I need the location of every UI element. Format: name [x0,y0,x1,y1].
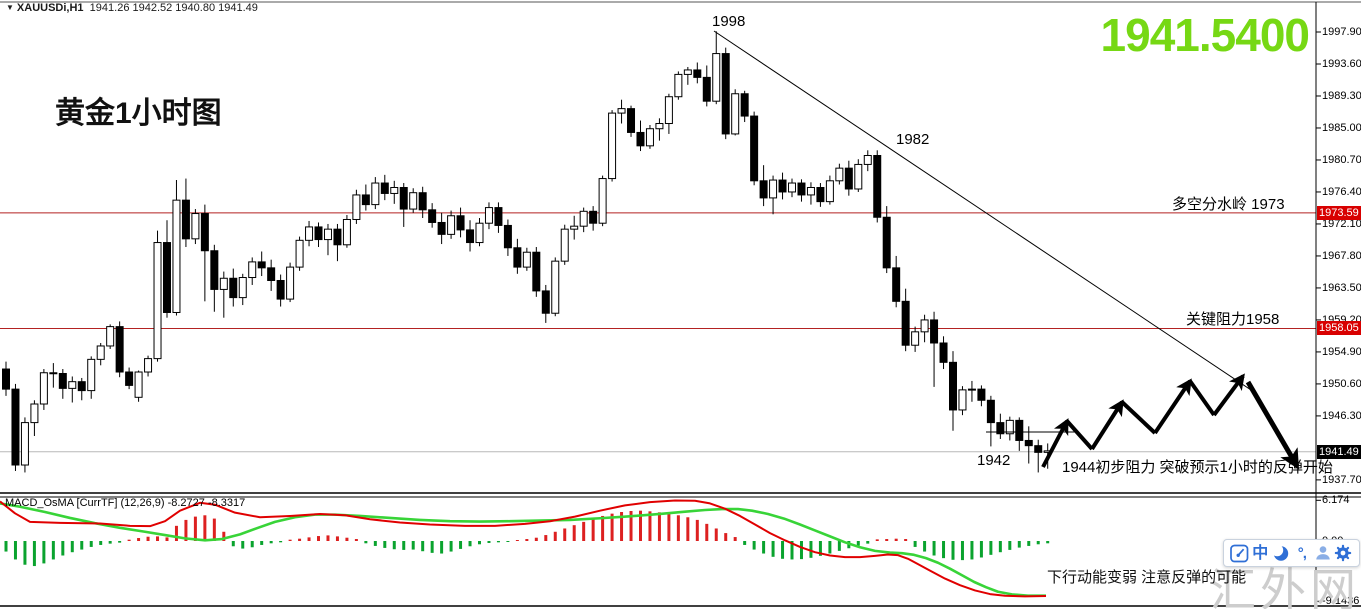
settings-gear-icon[interactable] [1334,544,1353,563]
account-person-icon[interactable] [1313,544,1332,563]
price-axis-label: 1985.00 [1322,121,1361,134]
drawn-objects-group[interactable] [713,30,1300,470]
macd-note-annotation: 下行动能变弱 注意反弹的可能 [1047,569,1247,586]
forecast-arrow [1188,379,1216,417]
forecast-arrow [1090,399,1124,451]
symbol-name: XAUUSDi,H1 [16,2,84,14]
forecast-arrow [1120,400,1157,435]
chart-title: 黄金1小时图 [55,97,222,130]
chart-annotation: 1942 [977,452,1011,469]
forecast-arrow [1153,378,1192,435]
chart-annotation: 1944初步阻力 突破预示1小时的反弹开始 [1062,459,1333,476]
chevron-down-icon[interactable]: ▼ [6,3,14,12]
horizontal-level-lines [0,212,1316,453]
ohlc-values: 1941.26 1942.52 1940.80 1941.49 [89,2,258,14]
chart-annotation: 关键阻力1958 [1186,311,1280,328]
forecast-arrow [1041,418,1069,468]
level-price-tag: 1973.59 [1317,205,1361,220]
price-axis-label: 1954.90 [1322,345,1361,358]
candles-group [2,31,1052,473]
price-axis-label: 1989.30 [1322,89,1361,102]
macd-indicator-group [0,499,1050,598]
chinese-mode-icon[interactable]: 中 [1252,544,1269,562]
macd-scale-label: 6.174 [1322,494,1350,507]
ime-toolbar[interactable]: 中 °, [1223,539,1360,567]
level-price-tag: 1958.05 [1317,321,1361,336]
chart-annotation: 1982 [896,131,930,148]
chart-annotation: 1998 [712,13,746,30]
price-axis-label: 1967.80 [1322,249,1361,262]
punctuation-mode-icon[interactable]: °, [1297,544,1307,562]
price-axis-label: 1946.30 [1322,409,1361,422]
current-price-display: 1941.5400 [1100,9,1310,61]
forecast-arrow [1212,373,1245,417]
price-axis-label: 1937.70 [1322,473,1361,486]
price-axis-label: 1980.70 [1322,153,1361,166]
price-axis-label: 1976.40 [1322,185,1361,198]
forecast-arrow-down [1245,380,1300,470]
night-mode-moon-icon[interactable] [1272,544,1291,563]
current-price-tag: 1941.49 [1317,444,1361,459]
price-axis-label: 1993.60 [1322,57,1361,70]
chart-annotation: 多空分水岭 1973 [1172,196,1285,213]
price-axis-label: 1963.50 [1322,281,1361,294]
site-watermark: 汇外网 [1210,564,1360,609]
price-axis-label: 1997.90 [1322,26,1361,38]
price-axis-label: 1950.60 [1322,377,1361,390]
forecast-arrow [1065,419,1094,451]
macd-scale-label: -9.1436 [1322,595,1360,608]
price-axis-label: 1972.10 [1322,217,1361,230]
input-method-logo-icon[interactable] [1230,544,1249,563]
macd-indicator-label: MACD_OsMA [CurrTF] (12,26,9) -8.2727 -8.… [5,497,246,509]
symbol-info-line: ▼ XAUUSDi,H1 1941.26 1942.52 1940.80 1941… [6,2,258,14]
